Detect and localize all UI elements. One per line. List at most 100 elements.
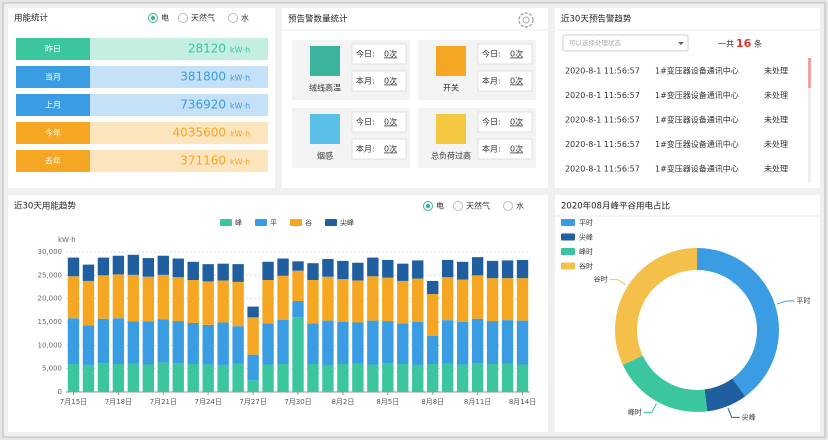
alarm-cell: 1#变压器设备通讯中心 — [655, 90, 739, 100]
stat-label: 今年 — [45, 128, 61, 138]
alarm-count-label: 今日: — [482, 117, 501, 127]
y-tick-label: 15,000 — [38, 318, 63, 326]
radio[interactable] — [228, 13, 238, 23]
stat-label: 上月 — [45, 101, 61, 110]
alarm-count-box — [477, 43, 533, 65]
bar-segment — [232, 281, 244, 327]
x-tick-label: 7月30日 — [284, 398, 311, 406]
bar-segment — [172, 321, 184, 364]
bar-segment — [202, 281, 214, 325]
legend-swatch — [561, 248, 575, 255]
legend-swatch — [220, 219, 232, 226]
bar-segment — [501, 320, 514, 364]
radio-label: 电 — [436, 201, 444, 211]
alarm-count[interactable]: 0次 — [510, 49, 523, 59]
bar-segment — [277, 258, 289, 276]
bar-segment — [307, 323, 319, 364]
bar-segment — [307, 263, 319, 280]
bar-segment — [382, 321, 394, 364]
bar-segment — [247, 354, 259, 381]
label-leader — [727, 407, 740, 418]
alarm-count[interactable]: 0次 — [384, 76, 397, 86]
stat-label-bg — [16, 38, 90, 60]
bar-segment — [412, 278, 424, 322]
bar-segment — [441, 259, 454, 278]
alarm-count[interactable]: 0次 — [384, 49, 397, 59]
bar-segment — [97, 257, 110, 276]
bar-segment — [277, 275, 289, 320]
bar-segment — [471, 275, 484, 319]
bar-segment — [441, 320, 454, 364]
radio[interactable] — [178, 13, 188, 23]
scrollbar-thumb[interactable] — [808, 58, 811, 88]
bar-segment — [397, 263, 409, 281]
bar-segment — [337, 279, 349, 322]
bar-segment — [277, 319, 289, 364]
settings-icon[interactable] — [518, 12, 534, 28]
alarm-cell: 1#变压器设备通讯中心 — [655, 164, 739, 174]
y-axis-label: kW·h — [58, 236, 76, 244]
alarm-count[interactable]: 0次 — [384, 117, 397, 127]
bar-segment — [187, 364, 199, 392]
alarm-count-box — [351, 43, 407, 65]
bar-segment — [441, 363, 454, 392]
bar-segment — [486, 278, 499, 322]
alarm-count-box — [477, 111, 533, 133]
legend-swatch — [255, 219, 267, 226]
stat-value-bg — [90, 150, 268, 172]
legend-label: 峰 — [235, 218, 242, 227]
x-tick-label: 7月21日 — [150, 398, 177, 406]
alarm-count[interactable]: 0次 — [510, 117, 523, 127]
alarm-cell: 未处理 — [764, 90, 788, 100]
x-tick-label: 8月2日 — [331, 398, 354, 406]
bar-segment — [382, 363, 394, 392]
y-tick-label: 25,000 — [38, 271, 63, 279]
bar-segment — [127, 254, 140, 275]
bar-segment — [516, 278, 529, 321]
legend-label: 峰时 — [579, 247, 593, 256]
alarm-count-box — [351, 70, 407, 92]
bar-segment — [352, 322, 364, 364]
x-tick-label: 8月14日 — [509, 398, 536, 406]
stat-unit: kW·h — [230, 46, 250, 55]
stat-label: 去年 — [45, 156, 61, 166]
legend-label: 谷 — [305, 218, 312, 227]
alarm-count-label: 本月: — [356, 76, 375, 86]
status-select[interactable] — [562, 34, 689, 52]
legend-swatch — [561, 233, 575, 241]
alarm-count[interactable]: 0次 — [384, 144, 397, 154]
bar-segment — [427, 336, 439, 364]
donut-segment — [704, 378, 746, 412]
bar-segment — [262, 364, 274, 392]
bar-segment — [367, 276, 379, 321]
bar-segment — [501, 363, 514, 392]
radio[interactable] — [453, 201, 463, 211]
radio-label: 天然气 — [191, 13, 215, 23]
alarm-count[interactable]: 0次 — [510, 144, 523, 154]
bar-segment — [516, 320, 529, 365]
radio[interactable] — [503, 201, 513, 211]
bar-segment — [232, 363, 244, 392]
alarm-cell: 未处理 — [764, 164, 788, 174]
label-leader — [776, 300, 795, 305]
alarm-count[interactable]: 0次 — [510, 76, 523, 86]
donut-label: 尖峰 — [742, 412, 756, 421]
bar-segment — [456, 279, 469, 322]
x-tick-label: 8月11日 — [464, 398, 491, 406]
y-tick-label: 20,000 — [38, 295, 63, 303]
select-placeholder: 可以选择处理状态 — [569, 38, 622, 47]
panel-title: 近30天预告警趋势 — [561, 14, 632, 25]
bar-segment — [217, 263, 229, 281]
bar-segment — [501, 278, 514, 321]
bar-segment — [127, 321, 140, 364]
bar-segment — [202, 324, 214, 365]
bar-segment — [157, 362, 169, 392]
scrollbar-track — [808, 58, 811, 182]
bar-segment — [97, 275, 110, 319]
x-tick-label: 7月18日 — [105, 398, 132, 406]
legend-label: 尖峰 — [579, 233, 593, 242]
bar-segment — [471, 257, 484, 276]
donut-label: 谷时 — [594, 275, 608, 284]
x-tick-label: 7月24日 — [195, 398, 222, 406]
